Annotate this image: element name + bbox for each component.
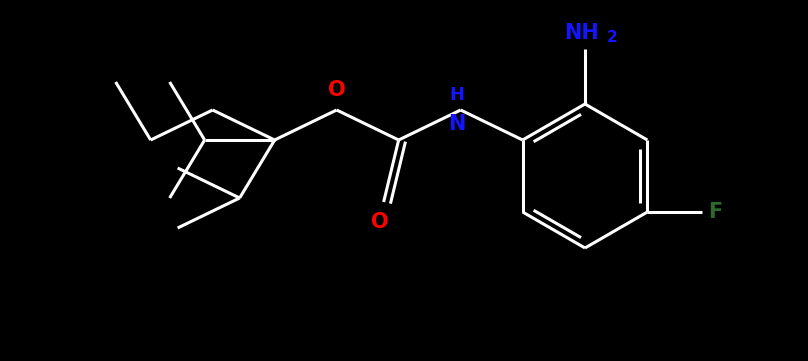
Text: N: N [448,114,465,134]
Text: F: F [709,202,722,222]
Text: 2: 2 [607,30,618,45]
Text: H: H [449,86,464,104]
Text: O: O [328,80,346,100]
Text: O: O [371,212,389,232]
Text: NH: NH [564,23,599,43]
